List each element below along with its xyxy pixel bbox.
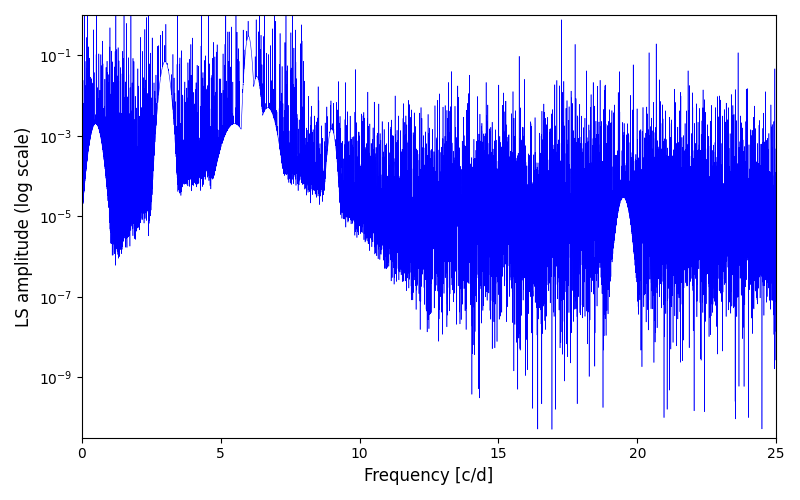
X-axis label: Frequency [c/d]: Frequency [c/d] [364, 467, 494, 485]
Y-axis label: LS amplitude (log scale): LS amplitude (log scale) [15, 126, 33, 326]
